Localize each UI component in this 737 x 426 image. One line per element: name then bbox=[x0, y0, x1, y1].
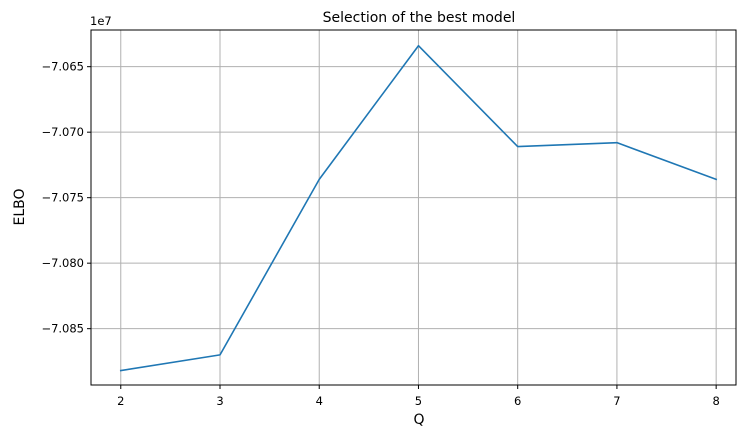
x-tick-label: 4 bbox=[316, 394, 323, 408]
x-tick-label: 2 bbox=[117, 394, 124, 408]
ticks: 2 3 4 5 6 7 8 −7.085 −7.080 −7.075 −7.070 −7.065 bbox=[41, 60, 719, 408]
series-layer bbox=[119, 44, 718, 372]
y-tick-label: −7.075 bbox=[41, 191, 84, 205]
y-axis-label: ELBO bbox=[12, 188, 28, 225]
x-axis-label: Q bbox=[413, 412, 424, 426]
x-tick-label: 8 bbox=[712, 394, 719, 408]
x-tick-label: 5 bbox=[415, 394, 422, 408]
plot-frame bbox=[90, 29, 737, 386]
grid bbox=[91, 30, 736, 385]
x-tick-label: 7 bbox=[613, 394, 620, 408]
y-tick-label: −7.065 bbox=[41, 60, 84, 74]
y-tick-label: −7.085 bbox=[41, 322, 84, 336]
y-tick-label: −7.070 bbox=[41, 125, 84, 139]
series-line bbox=[119, 44, 718, 372]
x-tick-label: 6 bbox=[514, 394, 521, 408]
y-axis-offset-label: 1e7 bbox=[90, 14, 112, 28]
x-tick-label: 3 bbox=[216, 394, 223, 408]
y-tick-label: −7.080 bbox=[41, 256, 84, 270]
chart-title: Selection of the best model bbox=[323, 10, 516, 26]
